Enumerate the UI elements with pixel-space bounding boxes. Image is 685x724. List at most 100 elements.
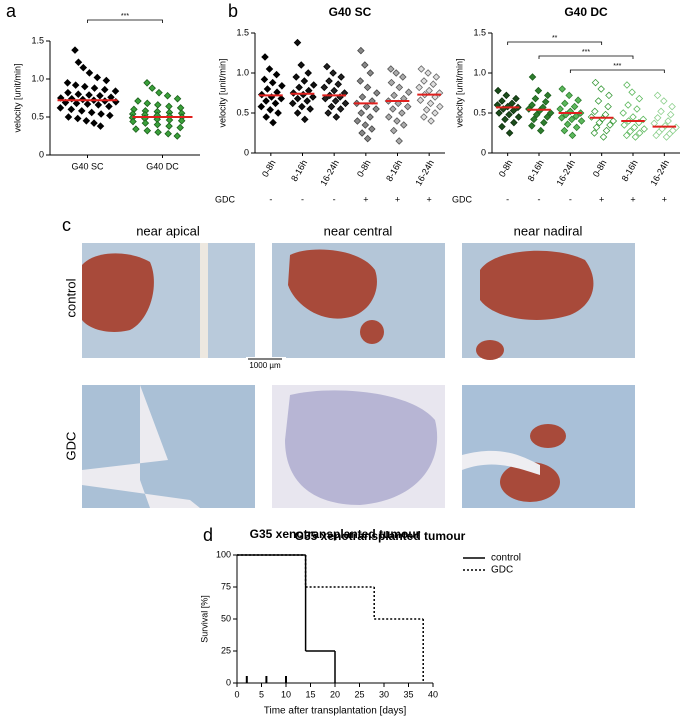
scale-label: 1000 µm <box>249 361 281 370</box>
data-point <box>176 123 184 132</box>
data-point <box>392 69 400 77</box>
data-point <box>398 109 406 117</box>
data-point <box>389 105 397 113</box>
data-point <box>373 89 381 97</box>
data-point <box>668 102 676 111</box>
data-point <box>274 109 282 117</box>
data-point <box>501 115 509 124</box>
data-point <box>101 85 109 94</box>
data-point <box>361 61 369 69</box>
significance-bar <box>507 41 603 45</box>
data-point <box>293 38 302 47</box>
data-point <box>71 81 80 89</box>
x-tick-label: 8-16h <box>526 158 546 183</box>
data-point <box>393 117 401 125</box>
chart-title: G40 SC <box>329 5 372 19</box>
data-point <box>277 94 285 103</box>
data-point <box>292 73 300 81</box>
gdc-label: GDC <box>452 194 473 204</box>
x-tick-label: 8-16h <box>620 158 640 183</box>
data-point <box>498 122 506 131</box>
y-axis-label: velocity [unit/min] <box>454 58 464 127</box>
significance-label: *** <box>121 13 129 20</box>
data-point <box>368 125 376 133</box>
data-point <box>85 69 94 77</box>
data-point <box>606 121 614 129</box>
data-point <box>630 123 639 132</box>
x-tick-label: 8-16h <box>384 158 404 183</box>
data-point <box>268 78 277 87</box>
data-point <box>505 110 513 119</box>
data-point <box>570 102 579 111</box>
data-point <box>87 108 96 117</box>
data-point <box>64 113 73 121</box>
data-point <box>512 94 520 103</box>
data-point <box>72 99 81 108</box>
data-point <box>558 85 567 93</box>
data-point <box>619 109 627 117</box>
data-point <box>568 131 577 140</box>
data-point <box>163 91 172 100</box>
data-point <box>143 99 152 108</box>
data-point <box>494 86 502 95</box>
x-tick-label: 8-16h <box>289 158 309 183</box>
data-point <box>567 115 576 124</box>
data-point <box>132 125 140 133</box>
data-point <box>385 113 393 121</box>
data-point <box>366 113 374 121</box>
y-tick-label: 75 <box>221 581 231 591</box>
data-point <box>81 82 89 91</box>
y-tick-label: 0 <box>481 147 486 157</box>
data-point <box>262 97 270 105</box>
data-point <box>266 106 274 114</box>
gdc-sign: + <box>630 194 635 204</box>
data-point <box>395 137 403 145</box>
data-point <box>543 113 552 121</box>
data-point <box>432 73 441 81</box>
data-point <box>97 110 105 118</box>
y-tick-label: 1.0 <box>236 67 249 77</box>
data-point <box>148 84 156 92</box>
y-axis-label: Survival [%] <box>199 595 209 643</box>
data-point <box>633 105 641 113</box>
data-point <box>288 99 297 108</box>
data-point <box>660 97 668 105</box>
data-point <box>90 84 99 92</box>
data-point <box>358 129 366 137</box>
data-point <box>657 107 665 116</box>
data-point <box>653 91 662 100</box>
data-point <box>420 113 428 121</box>
data-point <box>420 77 428 85</box>
data-point <box>329 69 337 77</box>
significance-label: *** <box>582 49 590 56</box>
data-point <box>357 46 365 55</box>
data-point <box>293 94 302 103</box>
data-point <box>528 73 537 81</box>
x-tick-label: 16-24h <box>554 158 577 187</box>
data-point <box>164 129 172 138</box>
x-tick-label: 16-24h <box>318 158 341 187</box>
data-point <box>155 88 163 97</box>
row-label: GDC <box>63 432 78 461</box>
gap <box>200 243 208 358</box>
gap <box>462 450 540 475</box>
data-point <box>301 115 309 124</box>
data-point <box>495 109 503 117</box>
tumour <box>500 462 560 502</box>
data-point <box>635 129 644 137</box>
data-point <box>599 133 608 141</box>
data-point <box>358 93 367 101</box>
data-point <box>306 105 314 113</box>
data-point <box>662 133 671 141</box>
data-point <box>561 99 569 108</box>
significance-bar <box>538 55 634 59</box>
x-tick-label: 0-8h <box>355 158 373 179</box>
data-point <box>565 91 573 100</box>
data-point <box>387 78 396 87</box>
data-point <box>597 85 605 93</box>
x-tick-label: 0-8h <box>260 158 278 179</box>
data-point <box>261 53 269 61</box>
gdc-sign: - <box>301 194 304 204</box>
data-point <box>415 83 423 92</box>
y-tick-label: 0.5 <box>236 107 249 117</box>
